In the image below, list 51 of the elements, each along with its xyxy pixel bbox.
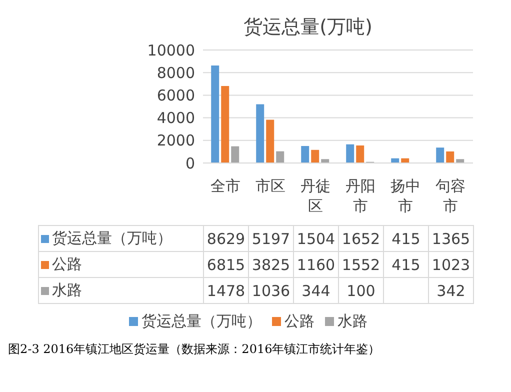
bar bbox=[276, 151, 284, 163]
chart-title: 货运总量(万吨) bbox=[242, 15, 374, 40]
bar bbox=[436, 148, 444, 163]
x-tick-label: 句容市 bbox=[436, 177, 466, 215]
bar bbox=[311, 150, 320, 163]
data-label: 8629 bbox=[204, 226, 248, 252]
x-tick-label: 扬中市 bbox=[390, 177, 420, 215]
caption: 图2-3 2016年镇江地区货运量（数据来源：2016年镇江市统计年鉴） bbox=[8, 341, 382, 358]
data-label: 1478 bbox=[204, 278, 248, 304]
y-tick-label: 8000 bbox=[156, 64, 195, 82]
bar bbox=[221, 86, 230, 163]
x-tick-label: 丹阳市 bbox=[346, 177, 376, 215]
y-tick-label: 0 bbox=[185, 154, 195, 172]
text: 货运总量（万吨） bbox=[142, 312, 262, 330]
bar bbox=[356, 145, 364, 163]
bar bbox=[456, 159, 464, 163]
data-label: 342 bbox=[428, 278, 474, 304]
y-tick-label: 2000 bbox=[156, 132, 195, 150]
text: 水路 bbox=[52, 281, 82, 299]
data-label: 415 bbox=[384, 226, 428, 252]
legend-label: 公路 bbox=[284, 312, 314, 331]
legend-label: 水路 bbox=[336, 312, 368, 331]
y-tick-label: 6000 bbox=[156, 86, 195, 105]
data-label: 1365 bbox=[428, 226, 474, 252]
data-label: 344 bbox=[294, 278, 338, 304]
x-tick-label: 全市 bbox=[210, 177, 240, 195]
bar bbox=[346, 144, 354, 163]
data-label: 100 bbox=[338, 278, 384, 304]
bar bbox=[266, 120, 274, 163]
legend-label: 货运总量（万吨） bbox=[38, 226, 204, 252]
data-label: 6815 bbox=[204, 252, 248, 278]
x-tick-label: 丹徒区 bbox=[300, 177, 330, 215]
data-label: 415 bbox=[384, 252, 428, 278]
bar bbox=[321, 159, 330, 163]
bar bbox=[231, 146, 240, 163]
data-label: 1504 bbox=[294, 226, 338, 252]
y-tick-label: 4000 bbox=[156, 109, 195, 128]
data-label: 5197 bbox=[248, 226, 294, 252]
data-label: 1652 bbox=[338, 226, 384, 252]
bar bbox=[301, 146, 310, 163]
data-label: 1036 bbox=[248, 278, 294, 304]
bar bbox=[211, 65, 220, 163]
bar bbox=[446, 151, 454, 163]
data-label: 1160 bbox=[294, 252, 338, 278]
text: 公路 bbox=[52, 255, 82, 273]
x-tick-label: 市区 bbox=[256, 177, 286, 195]
data-label: 3825 bbox=[248, 252, 294, 278]
y-tick-label: 10000 bbox=[147, 41, 195, 60]
bar bbox=[256, 104, 264, 163]
data-label: 1023 bbox=[428, 252, 474, 278]
data-label: 1552 bbox=[338, 252, 384, 278]
